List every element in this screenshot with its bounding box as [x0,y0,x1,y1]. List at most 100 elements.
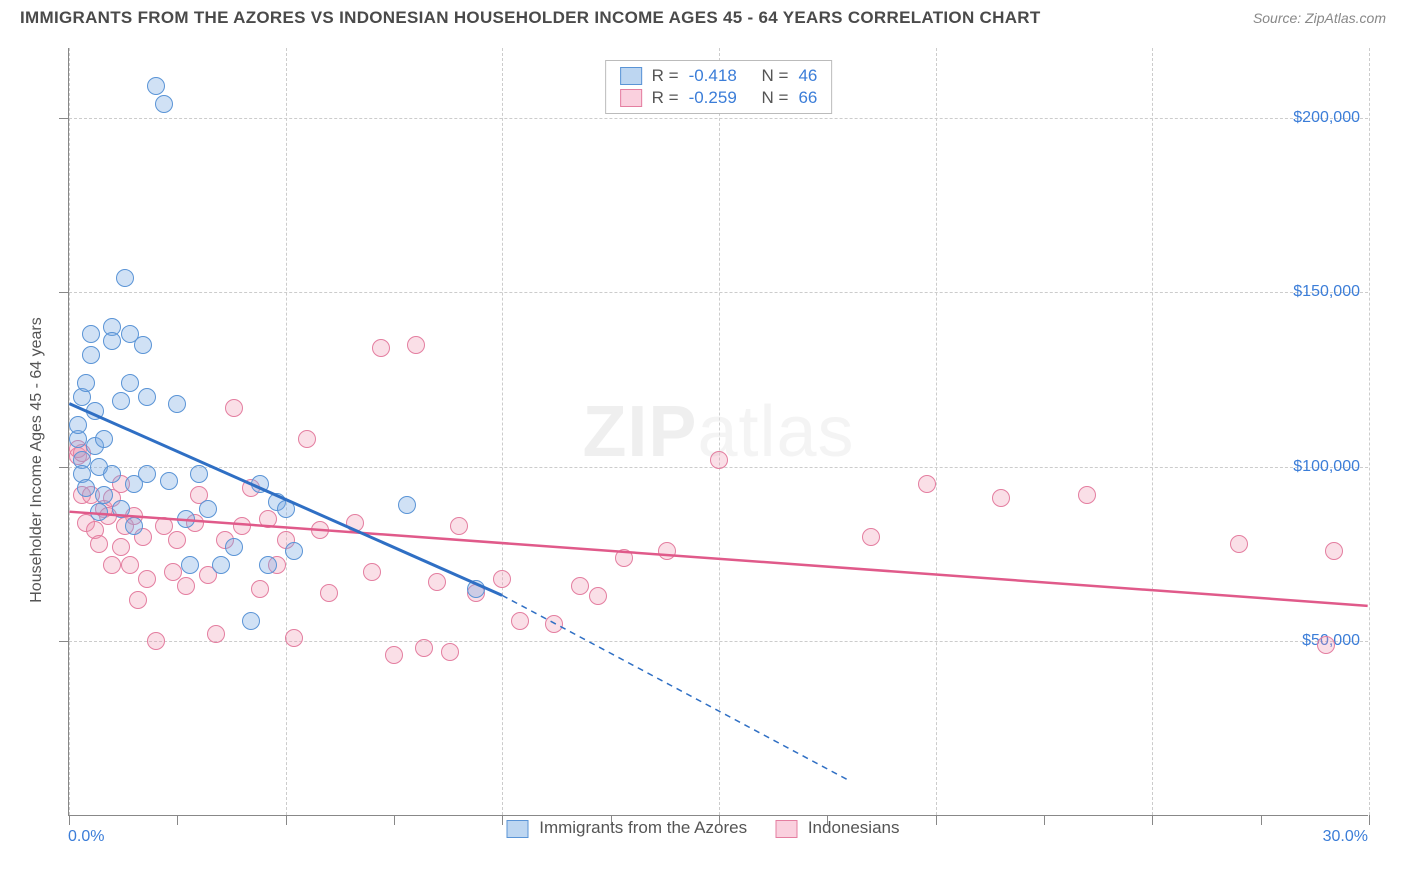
data-point-indonesians [225,399,243,417]
data-point-indonesians [311,521,329,539]
tick-x-minor [177,815,178,825]
data-point-indonesians [216,531,234,549]
tick-y [59,292,69,293]
data-point-indonesians [450,517,468,535]
data-point-azores [199,500,217,518]
swatch-pink-icon [775,820,797,838]
data-point-azores [86,437,104,455]
data-point-indonesians [918,475,936,493]
legend-label-azores: Immigrants from the Azores [539,818,747,837]
swatch-pink-icon [620,89,642,107]
data-point-azores [181,556,199,574]
data-point-indonesians [1325,542,1343,560]
data-point-indonesians [363,563,381,581]
grid-horizontal [69,118,1368,119]
grid-vertical [69,48,70,815]
grid-horizontal [69,292,1368,293]
data-point-indonesians [69,440,87,458]
tick-y [59,467,69,468]
data-point-azores [103,332,121,350]
data-point-indonesians [134,528,152,546]
data-point-indonesians [1078,486,1096,504]
data-point-indonesians [116,517,134,535]
legend-label-indonesians: Indonesians [808,818,900,837]
tick-y [59,118,69,119]
data-point-azores [73,388,91,406]
data-point-indonesians [428,573,446,591]
chart-container: Householder Income Ages 45 - 64 years ZI… [20,40,1386,840]
grid-horizontal [69,641,1368,642]
data-point-indonesians [1230,535,1248,553]
data-point-indonesians [90,535,108,553]
r-value-indonesians: -0.259 [689,88,737,108]
data-point-indonesians [589,587,607,605]
data-point-indonesians [103,556,121,574]
tick-x-minor [394,815,395,825]
data-point-indonesians [177,577,195,595]
data-point-indonesians [129,591,147,609]
data-point-azores [86,402,104,420]
x-axis-label-min: 0.0% [68,828,104,846]
data-point-indonesians [69,447,87,465]
data-point-indonesians [99,507,117,525]
data-point-azores [125,475,143,493]
data-point-azores [90,503,108,521]
tick-x [69,815,70,825]
r-value-azores: -0.418 [689,66,737,86]
data-point-indonesians [190,486,208,504]
data-point-azores [212,556,230,574]
data-point-azores [160,472,178,490]
y-axis-title: Householder Income Ages 45 - 64 years [28,317,46,603]
data-point-indonesians [138,570,156,588]
grid-vertical [1369,48,1370,815]
data-point-azores [147,77,165,95]
grid-vertical [286,48,287,815]
data-point-indonesians [233,517,251,535]
data-point-indonesians [571,577,589,595]
data-point-azores [95,430,113,448]
r-label: R = [652,66,679,86]
data-point-indonesians [407,336,425,354]
trendline [502,595,848,780]
data-point-indonesians [320,584,338,602]
y-axis-label: $200,000 [1293,109,1360,127]
data-point-indonesians [372,339,390,357]
data-point-indonesians [346,514,364,532]
tick-x [1369,815,1370,825]
data-point-indonesians [441,643,459,661]
data-point-indonesians [467,584,485,602]
data-point-azores [69,430,87,448]
data-point-indonesians [112,538,130,556]
data-point-indonesians [168,531,186,549]
data-point-azores [82,325,100,343]
plot-area: ZIPatlas R = -0.418 N = 46 R = -0.259 N … [68,48,1368,816]
n-value-indonesians: 66 [798,88,817,108]
grid-vertical [502,48,503,815]
swatch-blue-icon [507,820,529,838]
tick-x [502,815,503,825]
grid-vertical [1152,48,1153,815]
legend-correlation: R = -0.418 N = 46 R = -0.259 N = 66 [605,60,833,114]
data-point-azores [95,486,113,504]
watermark-part1: ZIP [582,392,697,472]
data-point-azores [69,416,87,434]
data-point-indonesians [86,521,104,539]
data-point-indonesians [112,475,130,493]
n-label: N = [762,66,789,86]
data-point-azores [155,95,173,113]
grid-vertical [936,48,937,815]
data-point-indonesians [164,563,182,581]
y-axis-label: $100,000 [1293,458,1360,476]
tick-x [286,815,287,825]
y-axis-label: $50,000 [1302,632,1360,650]
grid-horizontal [69,467,1368,468]
data-point-azores [225,538,243,556]
data-point-indonesians [125,507,143,525]
data-point-indonesians [285,629,303,647]
data-point-indonesians [511,612,529,630]
data-point-indonesians [658,542,676,560]
data-point-indonesians [103,489,121,507]
data-point-indonesians [199,566,217,584]
data-point-indonesians [186,514,204,532]
source-name: ZipAtlas.com [1305,10,1386,26]
